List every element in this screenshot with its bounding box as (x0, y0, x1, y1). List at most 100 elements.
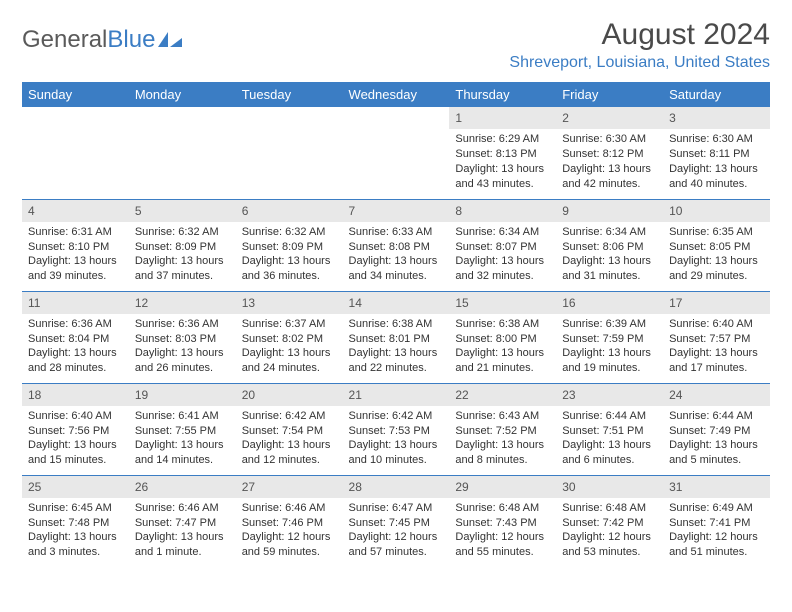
calendar-cell: 26Sunrise: 6:46 AMSunset: 7:47 PMDayligh… (129, 475, 236, 567)
day-details: Sunrise: 6:41 AMSunset: 7:55 PMDaylight:… (129, 406, 236, 472)
day-number: 6 (236, 200, 343, 222)
logo-sail-icon (157, 31, 183, 49)
weekday-header: Wednesday (343, 82, 450, 107)
day-details: Sunrise: 6:45 AMSunset: 7:48 PMDaylight:… (22, 498, 129, 564)
empty-daynum (129, 107, 236, 129)
day-details: Sunrise: 6:30 AMSunset: 8:11 PMDaylight:… (663, 129, 770, 195)
weekday-header: Friday (556, 82, 663, 107)
day-details: Sunrise: 6:44 AMSunset: 7:49 PMDaylight:… (663, 406, 770, 472)
day-details: Sunrise: 6:35 AMSunset: 8:05 PMDaylight:… (663, 222, 770, 288)
calendar-week-row: 18Sunrise: 6:40 AMSunset: 7:56 PMDayligh… (22, 383, 770, 475)
day-details: Sunrise: 6:32 AMSunset: 8:09 PMDaylight:… (236, 222, 343, 288)
calendar-cell: 7Sunrise: 6:33 AMSunset: 8:08 PMDaylight… (343, 199, 450, 291)
day-details: Sunrise: 6:34 AMSunset: 8:06 PMDaylight:… (556, 222, 663, 288)
day-number: 17 (663, 292, 770, 314)
logo-text-blue: Blue (107, 26, 155, 54)
day-number: 14 (343, 292, 450, 314)
calendar-cell (22, 107, 129, 199)
calendar-cell: 25Sunrise: 6:45 AMSunset: 7:48 PMDayligh… (22, 475, 129, 567)
day-details: Sunrise: 6:33 AMSunset: 8:08 PMDaylight:… (343, 222, 450, 288)
calendar-cell: 17Sunrise: 6:40 AMSunset: 7:57 PMDayligh… (663, 291, 770, 383)
day-number: 3 (663, 107, 770, 129)
day-details: Sunrise: 6:37 AMSunset: 8:02 PMDaylight:… (236, 314, 343, 380)
calendar-cell: 8Sunrise: 6:34 AMSunset: 8:07 PMDaylight… (449, 199, 556, 291)
calendar-cell: 13Sunrise: 6:37 AMSunset: 8:02 PMDayligh… (236, 291, 343, 383)
day-number: 30 (556, 476, 663, 498)
calendar-cell: 28Sunrise: 6:47 AMSunset: 7:45 PMDayligh… (343, 475, 450, 567)
calendar-cell: 23Sunrise: 6:44 AMSunset: 7:51 PMDayligh… (556, 383, 663, 475)
calendar-table: SundayMondayTuesdayWednesdayThursdayFrid… (22, 82, 770, 567)
month-title: August 2024 (509, 18, 770, 52)
day-number: 5 (129, 200, 236, 222)
day-number: 11 (22, 292, 129, 314)
empty-daynum (236, 107, 343, 129)
day-details: Sunrise: 6:49 AMSunset: 7:41 PMDaylight:… (663, 498, 770, 564)
weekday-header-row: SundayMondayTuesdayWednesdayThursdayFrid… (22, 82, 770, 107)
day-number: 18 (22, 384, 129, 406)
calendar-cell: 19Sunrise: 6:41 AMSunset: 7:55 PMDayligh… (129, 383, 236, 475)
logo: GeneralBlue (22, 18, 183, 54)
calendar-cell (236, 107, 343, 199)
calendar-cell: 31Sunrise: 6:49 AMSunset: 7:41 PMDayligh… (663, 475, 770, 567)
calendar-cell: 2Sunrise: 6:30 AMSunset: 8:12 PMDaylight… (556, 107, 663, 199)
day-number: 2 (556, 107, 663, 129)
header: GeneralBlue August 2024 Shreveport, Loui… (22, 18, 770, 72)
day-details: Sunrise: 6:47 AMSunset: 7:45 PMDaylight:… (343, 498, 450, 564)
day-number: 26 (129, 476, 236, 498)
calendar-week-row: 25Sunrise: 6:45 AMSunset: 7:48 PMDayligh… (22, 475, 770, 567)
day-number: 15 (449, 292, 556, 314)
weekday-header: Saturday (663, 82, 770, 107)
calendar-cell: 21Sunrise: 6:42 AMSunset: 7:53 PMDayligh… (343, 383, 450, 475)
day-details: Sunrise: 6:44 AMSunset: 7:51 PMDaylight:… (556, 406, 663, 472)
day-number: 28 (343, 476, 450, 498)
day-details: Sunrise: 6:34 AMSunset: 8:07 PMDaylight:… (449, 222, 556, 288)
day-details: Sunrise: 6:31 AMSunset: 8:10 PMDaylight:… (22, 222, 129, 288)
day-number: 27 (236, 476, 343, 498)
calendar-cell: 4Sunrise: 6:31 AMSunset: 8:10 PMDaylight… (22, 199, 129, 291)
calendar-cell: 30Sunrise: 6:48 AMSunset: 7:42 PMDayligh… (556, 475, 663, 567)
day-details: Sunrise: 6:40 AMSunset: 7:56 PMDaylight:… (22, 406, 129, 472)
calendar-cell: 12Sunrise: 6:36 AMSunset: 8:03 PMDayligh… (129, 291, 236, 383)
calendar-cell (129, 107, 236, 199)
calendar-week-row: 1Sunrise: 6:29 AMSunset: 8:13 PMDaylight… (22, 107, 770, 199)
day-number: 29 (449, 476, 556, 498)
weekday-header: Monday (129, 82, 236, 107)
calendar-cell: 20Sunrise: 6:42 AMSunset: 7:54 PMDayligh… (236, 383, 343, 475)
day-number: 13 (236, 292, 343, 314)
calendar-body: 1Sunrise: 6:29 AMSunset: 8:13 PMDaylight… (22, 107, 770, 567)
day-number: 16 (556, 292, 663, 314)
logo-text-general: General (22, 26, 107, 54)
day-details: Sunrise: 6:29 AMSunset: 8:13 PMDaylight:… (449, 129, 556, 195)
day-number: 21 (343, 384, 450, 406)
day-details: Sunrise: 6:46 AMSunset: 7:46 PMDaylight:… (236, 498, 343, 564)
day-details: Sunrise: 6:48 AMSunset: 7:43 PMDaylight:… (449, 498, 556, 564)
day-details: Sunrise: 6:38 AMSunset: 8:00 PMDaylight:… (449, 314, 556, 380)
day-number: 25 (22, 476, 129, 498)
calendar-cell: 16Sunrise: 6:39 AMSunset: 7:59 PMDayligh… (556, 291, 663, 383)
calendar-cell: 11Sunrise: 6:36 AMSunset: 8:04 PMDayligh… (22, 291, 129, 383)
day-details: Sunrise: 6:36 AMSunset: 8:03 PMDaylight:… (129, 314, 236, 380)
day-number: 20 (236, 384, 343, 406)
calendar-week-row: 4Sunrise: 6:31 AMSunset: 8:10 PMDaylight… (22, 199, 770, 291)
location: Shreveport, Louisiana, United States (509, 54, 770, 72)
day-number: 19 (129, 384, 236, 406)
day-number: 31 (663, 476, 770, 498)
day-number: 4 (22, 200, 129, 222)
calendar-week-row: 11Sunrise: 6:36 AMSunset: 8:04 PMDayligh… (22, 291, 770, 383)
calendar-cell: 10Sunrise: 6:35 AMSunset: 8:05 PMDayligh… (663, 199, 770, 291)
calendar-cell: 27Sunrise: 6:46 AMSunset: 7:46 PMDayligh… (236, 475, 343, 567)
calendar-cell: 9Sunrise: 6:34 AMSunset: 8:06 PMDaylight… (556, 199, 663, 291)
title-block: August 2024 Shreveport, Louisiana, Unite… (509, 18, 770, 72)
empty-daynum (22, 107, 129, 129)
calendar-cell: 14Sunrise: 6:38 AMSunset: 8:01 PMDayligh… (343, 291, 450, 383)
day-number: 9 (556, 200, 663, 222)
day-number: 23 (556, 384, 663, 406)
calendar-cell: 29Sunrise: 6:48 AMSunset: 7:43 PMDayligh… (449, 475, 556, 567)
day-details: Sunrise: 6:40 AMSunset: 7:57 PMDaylight:… (663, 314, 770, 380)
calendar-cell: 22Sunrise: 6:43 AMSunset: 7:52 PMDayligh… (449, 383, 556, 475)
day-number: 24 (663, 384, 770, 406)
weekday-header: Thursday (449, 82, 556, 107)
day-number: 12 (129, 292, 236, 314)
calendar-cell (343, 107, 450, 199)
calendar-cell: 5Sunrise: 6:32 AMSunset: 8:09 PMDaylight… (129, 199, 236, 291)
